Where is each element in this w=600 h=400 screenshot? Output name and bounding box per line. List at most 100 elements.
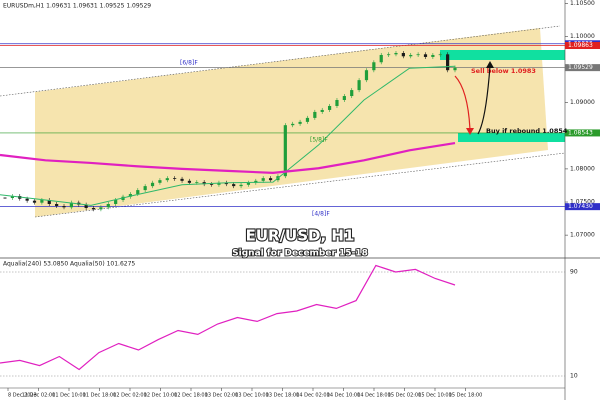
annotation: [4/8]F <box>312 211 330 218</box>
x-tick-label: 13 Dec 02:00 <box>205 393 239 399</box>
x-tick-label: 11 Dec 10:00 <box>52 393 86 399</box>
annotation: Sell below 1.0983 <box>471 67 536 75</box>
level-label: 1.08543 <box>568 129 593 136</box>
candle <box>224 182 228 185</box>
candle <box>173 178 177 179</box>
y-tick-label: 1.07000 <box>570 232 595 239</box>
candle <box>327 105 332 110</box>
y-tick-label: 10 <box>570 373 578 380</box>
candle <box>394 52 398 55</box>
arrow-up <box>477 65 491 135</box>
candle <box>357 80 361 91</box>
y-tick-label: 1.09000 <box>570 99 595 106</box>
candle <box>438 54 442 56</box>
level-tag <box>565 203 600 211</box>
info: EURUSDm,H1 1.09631 1.09631 1.09525 1.095… <box>3 3 151 10</box>
level-label: 1.09529 <box>568 64 593 71</box>
candle <box>187 180 192 183</box>
candle <box>150 182 155 187</box>
level-label: 1.09863 <box>568 42 593 49</box>
candle <box>268 178 273 181</box>
x-tick-label: 11 Dec 18:00 <box>83 393 117 399</box>
arrow-head <box>486 61 494 68</box>
annotation: [5/8]F <box>310 137 328 144</box>
y-tick-label: 1.10500 <box>570 0 595 7</box>
channel-fill <box>35 28 548 217</box>
channel-top <box>0 25 561 97</box>
candle <box>416 54 420 56</box>
candle <box>246 182 251 185</box>
candle <box>446 54 450 71</box>
x-tick-label: 15 Dec 18:00 <box>449 393 483 399</box>
y-tick-label: 1.07500 <box>570 199 595 206</box>
x-tick-label: 8 Dec 2023 <box>8 393 37 399</box>
candle <box>409 54 413 57</box>
level-tag <box>565 129 600 137</box>
annotation: [6/8]F <box>180 60 198 67</box>
candle <box>283 125 287 177</box>
candle <box>114 200 118 204</box>
candle <box>47 200 51 204</box>
x-tick-label: 12 Dec 02:00 <box>113 393 147 399</box>
candle <box>10 196 14 199</box>
candle <box>291 123 295 126</box>
candle <box>69 202 73 208</box>
level-tag <box>565 42 600 50</box>
candle <box>91 207 96 210</box>
arrows <box>454 61 494 135</box>
candle <box>232 184 236 187</box>
channel <box>0 25 566 218</box>
arrow-down <box>454 75 471 131</box>
x-tick-label: 15 Dec 02:00 <box>388 393 422 399</box>
candle <box>305 117 310 122</box>
x-tick-label: 11 Dec 02:00 <box>22 393 56 399</box>
candle <box>350 90 354 97</box>
candle <box>401 52 405 57</box>
level-label: 1.07430 <box>568 203 593 210</box>
candle <box>25 198 29 201</box>
chart-title: EUR/USD, H1 <box>246 227 355 245</box>
candle <box>261 178 265 181</box>
arrow-head <box>466 128 474 135</box>
candle <box>364 70 369 81</box>
y-tick-label: 90 <box>570 269 578 276</box>
x-tick-label: 12 Dec 18:00 <box>174 393 208 399</box>
candle <box>40 200 44 203</box>
candle <box>335 100 339 106</box>
candle <box>372 62 376 71</box>
x-tick-label: 15 Dec 10:00 <box>418 393 452 399</box>
candle <box>342 96 346 101</box>
indicator-label: Aqualia(240) 53.0850 Aqualia(50) 101.627… <box>3 261 135 268</box>
moving-average <box>0 65 456 206</box>
candle <box>165 178 169 181</box>
candle <box>158 180 162 183</box>
candle <box>106 204 110 208</box>
candle <box>128 194 133 197</box>
candle <box>387 54 391 56</box>
candle <box>136 190 140 195</box>
candle <box>62 205 66 208</box>
candle <box>423 54 428 57</box>
candle <box>217 182 221 185</box>
candle <box>84 204 88 208</box>
annotation: Buy if rebound 1.0854 <box>486 127 568 135</box>
candle <box>99 207 103 210</box>
x-tick-label: 14 Dec 02:00 <box>296 393 330 399</box>
candle <box>298 121 302 124</box>
candle <box>55 204 59 206</box>
candle <box>431 54 435 57</box>
chart-subtitle: Signal for December 15-18 <box>232 249 368 259</box>
candle <box>209 184 214 185</box>
candle <box>320 109 324 112</box>
sell-zone <box>440 50 565 60</box>
candle <box>453 67 457 71</box>
candle <box>180 178 184 181</box>
x-tick-label: 14 Dec 18:00 <box>357 393 391 399</box>
channel-bottom <box>34 152 566 218</box>
x-tick-label: 13 Dec 10:00 <box>235 393 269 399</box>
y-tick-label: 1.08000 <box>570 165 595 172</box>
moving-average <box>0 141 456 174</box>
x-tick-label: 12 Dec 10:00 <box>144 393 178 399</box>
candle <box>202 182 206 185</box>
